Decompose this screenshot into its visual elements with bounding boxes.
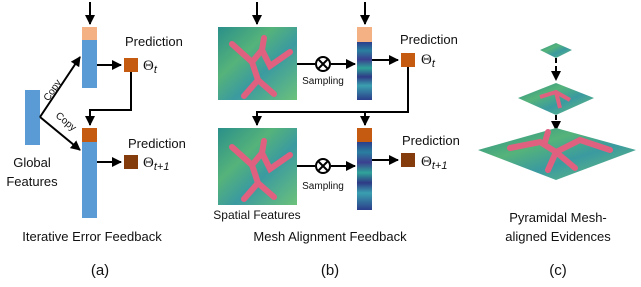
feature-bar-top bbox=[357, 27, 372, 42]
panel-title: Mesh Alignment Feedback bbox=[253, 229, 407, 244]
diagram: Prediction Θt Copy Copy Prediction Θt+1 … bbox=[0, 0, 641, 287]
theta-subscript: t bbox=[154, 64, 158, 76]
theta-subscript: t+1 bbox=[154, 161, 170, 173]
theta: Θt+1 bbox=[143, 155, 169, 173]
feature-bar-top bbox=[357, 128, 372, 142]
input-label: Global bbox=[13, 155, 51, 170]
panel-title: aligned Evidences bbox=[505, 229, 611, 244]
panel-title: Iterative Error Feedback bbox=[22, 229, 162, 244]
feature-bar bbox=[82, 40, 97, 88]
panel-b: Sampling Prediction Θt Sampling Predicti… bbox=[213, 2, 460, 279]
copy-label: Copy bbox=[42, 78, 64, 104]
global-feature-bar bbox=[25, 90, 40, 145]
theta-symbol: Θ bbox=[143, 58, 154, 74]
feature-bar bbox=[357, 142, 372, 210]
prediction-label: Prediction bbox=[125, 34, 183, 49]
prediction-box bbox=[124, 58, 138, 72]
theta-subscript: t bbox=[432, 58, 436, 70]
theta: Θt+1 bbox=[421, 154, 447, 172]
theta-symbol: Θ bbox=[143, 155, 154, 171]
input-label: Features bbox=[6, 174, 58, 189]
theta-subscript: t+1 bbox=[432, 160, 448, 172]
prediction-box bbox=[401, 153, 415, 167]
panel-label: (b) bbox=[321, 262, 339, 279]
feature-bar bbox=[357, 42, 372, 100]
feature-bar-top bbox=[82, 27, 97, 40]
theta-symbol: Θ bbox=[421, 52, 432, 68]
panel-label: (a) bbox=[91, 262, 109, 279]
prediction-label: Prediction bbox=[128, 136, 186, 151]
prediction-box bbox=[401, 53, 415, 67]
theta: Θt bbox=[143, 58, 158, 76]
feature-bar-top bbox=[82, 128, 97, 142]
panel-title: Pyramidal Mesh- bbox=[509, 210, 607, 225]
prediction-box bbox=[124, 155, 138, 169]
feature-map bbox=[218, 27, 297, 100]
theta: Θt bbox=[421, 52, 436, 70]
panel-c: Pyramidal Mesh- aligned Evidences (c) bbox=[478, 43, 636, 279]
theta-symbol: Θ bbox=[421, 154, 432, 170]
prediction-label: Prediction bbox=[402, 133, 460, 148]
sampling-label: Sampling bbox=[302, 76, 344, 87]
pyramid-level bbox=[540, 43, 572, 58]
panel-label: (c) bbox=[549, 262, 567, 279]
prediction-label: Prediction bbox=[400, 32, 458, 47]
sampling-label: Sampling bbox=[302, 181, 344, 192]
feature-bar bbox=[82, 142, 97, 218]
input-label: Spatial Features bbox=[213, 208, 300, 222]
feature-map bbox=[218, 128, 297, 205]
panel-a: Prediction Θt Copy Copy Prediction Θt+1 … bbox=[6, 2, 185, 279]
